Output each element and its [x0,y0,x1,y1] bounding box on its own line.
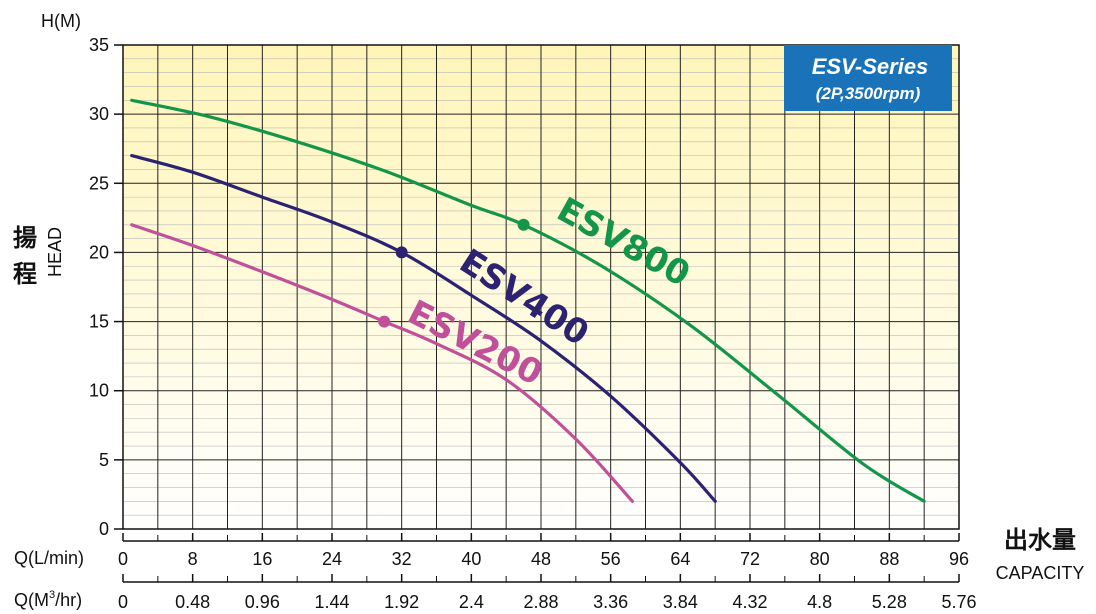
x-secondary-axis-tick-labels: 0 0.48 0.96 1.44 1.92 2.4 2.88 3.36 3.84 4.32 4.8 5… [118,592,977,612]
x-secondary-label-suffix: /hr) [55,590,82,610]
x-secondary-tick-label: 3.36 [593,592,628,612]
y-tick-label: 0 [99,519,109,539]
x-secondary-tick-label: 5.76 [941,592,976,612]
x-secondary-tick-label: 1.92 [384,592,419,612]
x-secondary-label-prefix: Q(M [14,590,49,610]
y-axis-unit-label: H(M) [41,11,81,31]
badge-subtitle: (2P,3500rpm) [816,84,921,103]
badge-box [784,45,952,111]
x-primary-tick-label: 8 [188,549,198,569]
y-axis-ticks [114,44,123,530]
x-primary-tick-label: 96 [949,549,969,569]
x-secondary-tick-label: 4.32 [732,592,767,612]
x-primary-tick-label: 40 [461,549,481,569]
x-secondary-tick-label: 0 [118,592,128,612]
y-tick-label: 15 [89,312,109,332]
x-axis-label-cjk: 出水量 [1004,526,1076,554]
y-axis-label-cjk-1: 揚 [13,224,37,252]
major-gridlines [123,45,959,529]
y-tick-label: 10 [89,381,109,401]
x-primary-tick-label: 56 [601,549,621,569]
esv200-duty-point [378,315,391,328]
x-primary-axis-ticks [122,533,960,541]
x-primary-tick-label: 16 [252,549,272,569]
x-secondary-tick-label: 3.84 [663,592,698,612]
esv400-duty-point [395,246,408,259]
esv800-duty-point [517,218,530,231]
y-tick-label: 35 [89,35,109,55]
y-axis-label-en: HEAD [45,227,65,277]
y-tick-label: 5 [99,450,109,470]
x-primary-axis-label: Q(L/min) [14,548,84,568]
x-secondary-tick-label: 1.44 [314,592,349,612]
x-primary-tick-label: 88 [879,549,899,569]
badge-title: ESV-Series [812,54,929,79]
x-secondary-axis-label: Q(M3/hr) [14,589,82,610]
y-tick-label: 20 [89,242,109,262]
x-secondary-tick-label: 0.96 [245,592,280,612]
x-primary-tick-label: 80 [810,549,830,569]
y-tick-label: 30 [89,104,109,124]
x-axis-label-en: CAPACITY [996,563,1085,583]
y-axis-label-cjk-2: 程 [13,260,37,288]
series-badge: ESV-Series (2P,3500rpm) [784,45,952,111]
x-primary-tick-label: 72 [740,549,760,569]
x-secondary-tick-label: 0.48 [175,592,210,612]
esv800-curve [130,98,926,503]
x-secondary-tick-label: 4.8 [807,592,832,612]
y-axis-tick-labels: 0 5 10 15 20 25 30 35 [89,35,109,539]
x-secondary-tick-label: 5.28 [872,592,907,612]
esv400-curve [130,154,717,503]
x-primary-tick-label: 24 [322,549,342,569]
x-primary-tick-label: 32 [392,549,412,569]
x-primary-axis-tick-labels: 0 8 16 24 32 40 48 56 64 72 80 88 96 [118,549,969,569]
y-tick-label: 25 [89,173,109,193]
x-primary-tick-label: 48 [531,549,551,569]
x-secondary-label-sup: 3 [49,589,55,601]
x-secondary-axis-ticks [122,574,960,582]
x-secondary-tick-label: 2.88 [523,592,558,612]
x-primary-tick-label: 64 [670,549,690,569]
plot-frame [122,44,960,530]
x-primary-tick-label: 0 [118,549,128,569]
x-secondary-tick-label: 2.4 [459,592,484,612]
